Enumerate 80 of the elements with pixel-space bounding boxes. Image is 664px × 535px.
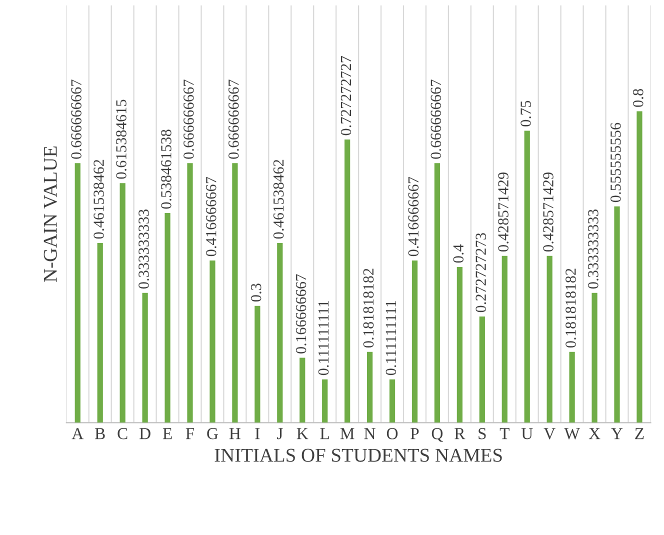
data-label: 0.181818182 <box>566 268 576 348</box>
bar <box>456 266 462 423</box>
x-tick-label: H <box>229 428 240 440</box>
data-label: 0.333333333 <box>138 210 149 289</box>
data-label: 0.461538462 <box>94 160 104 239</box>
bar <box>546 256 552 423</box>
x-tick-label: S <box>478 428 486 440</box>
bar <box>277 242 283 423</box>
data-label: 0.111111111 <box>386 300 396 376</box>
bar <box>434 163 440 423</box>
bar <box>366 352 373 423</box>
x-tick-label: N <box>364 428 376 440</box>
x-tick-label: Z <box>635 428 644 440</box>
x-tick-label: T <box>500 428 510 440</box>
bar <box>254 306 260 423</box>
data-label: 0.416666667 <box>408 176 419 256</box>
data-label: 0.181818182 <box>363 268 374 348</box>
data-label: 0.3 <box>250 284 262 302</box>
x-tick-label: O <box>386 428 398 440</box>
data-label: 0.538461538 <box>161 130 172 209</box>
bar <box>300 358 306 423</box>
x-tick-label: F <box>186 428 194 440</box>
data-label: 0.166666667 <box>296 274 306 354</box>
x-tick-label: J <box>277 428 283 440</box>
data-label: 0.555555556 <box>610 122 621 202</box>
bar <box>187 163 193 423</box>
bar <box>636 111 642 423</box>
bar <box>524 130 530 423</box>
y-axis-title: N-GAIN VALUE <box>44 146 57 282</box>
data-label: 0.75 <box>520 100 532 126</box>
data-label: 0.666666667 <box>184 80 194 159</box>
bar <box>210 260 216 423</box>
data-label: 0.111111111 <box>318 300 329 376</box>
x-tick-label: I <box>255 428 260 440</box>
bar <box>74 163 80 423</box>
data-label: 0.428571429 <box>543 172 554 252</box>
x-tick-label: Q <box>432 428 443 442</box>
x-tick-label: V <box>544 428 556 440</box>
bar <box>502 256 508 423</box>
x-tick-label: G <box>207 428 218 440</box>
data-label: 0.615384615 <box>116 100 126 179</box>
x-tick-label: L <box>320 428 329 440</box>
bar <box>120 183 126 423</box>
x-tick-label: D <box>140 428 150 440</box>
data-label: 0.666666667 <box>228 80 239 159</box>
bar <box>344 140 350 423</box>
bar <box>232 163 238 423</box>
data-label: 0.272727273 <box>476 233 486 312</box>
data-label: 0.461538462 <box>273 160 284 239</box>
x-tick-label: R <box>454 428 466 440</box>
x-tick-label: X <box>588 428 600 440</box>
x-tick-label: Y <box>611 428 623 440</box>
data-label: 0.8 <box>632 88 644 107</box>
bar <box>97 242 103 423</box>
data-label: 0.428571429 <box>498 172 509 252</box>
bar <box>614 206 620 423</box>
x-tick-label: P <box>410 428 419 440</box>
x-tick-label: K <box>296 428 308 440</box>
x-axis-title: INITIALS OF STUDENTS NAMES <box>214 448 502 462</box>
data-label: 0.4 <box>453 244 464 263</box>
x-tick-label: E <box>162 428 172 440</box>
x-tick-label: W <box>564 428 580 440</box>
bar <box>389 379 396 423</box>
x-tick-label: A <box>72 428 84 440</box>
bar <box>479 316 485 423</box>
bar <box>322 379 328 423</box>
bar <box>142 292 148 423</box>
bar <box>164 213 170 423</box>
x-tick-label: U <box>521 428 533 440</box>
data-label: 0.666666667 <box>71 80 82 159</box>
bar <box>412 260 418 423</box>
data-label: 0.666666667 <box>430 80 442 159</box>
data-label: 0.727272727 <box>340 56 352 136</box>
bar <box>592 292 598 423</box>
x-tick-label: M <box>340 428 354 440</box>
data-label: 0.416666667 <box>206 176 216 256</box>
data-label: 0.333333333 <box>588 210 598 289</box>
x-tick-label: B <box>95 428 105 440</box>
bar <box>569 352 575 423</box>
x-tick-label: C <box>118 428 128 440</box>
